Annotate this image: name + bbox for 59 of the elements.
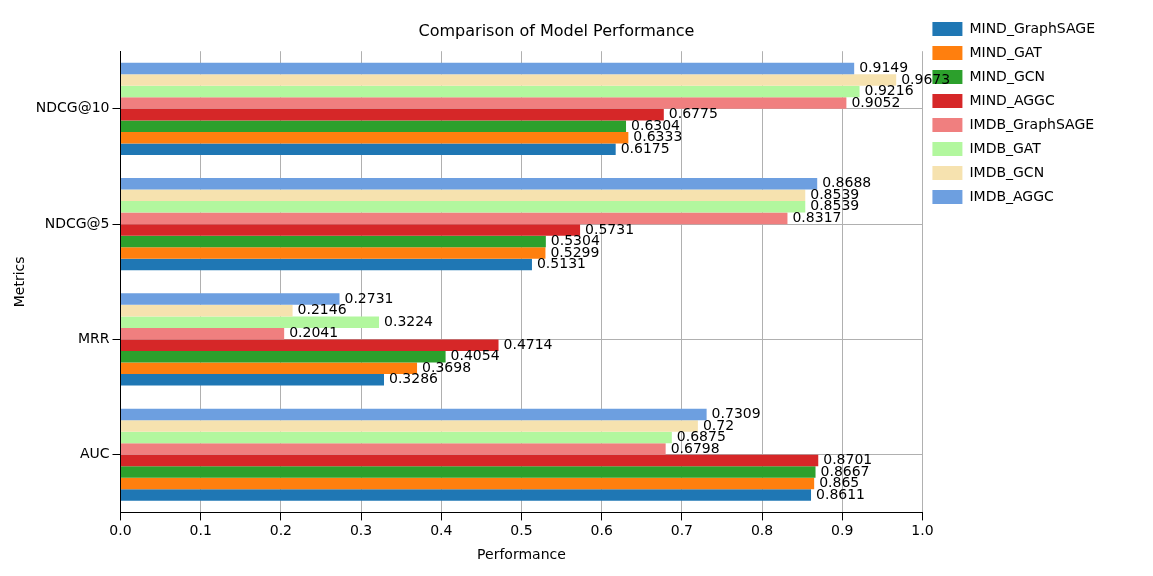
legend-label: MIND_GAT bbox=[969, 43, 1043, 60]
bar bbox=[120, 108, 664, 121]
bar bbox=[120, 443, 666, 455]
x-tick-label: 0.0 bbox=[109, 522, 132, 539]
x-tick-label: 0.9 bbox=[831, 522, 854, 539]
bar bbox=[120, 258, 532, 271]
chart-title: Comparison of Model Performance bbox=[418, 20, 695, 40]
x-tick-label: 0.6 bbox=[590, 522, 613, 539]
legend-label: IMDB_GraphSAGE bbox=[969, 115, 1095, 132]
bar bbox=[120, 201, 806, 213]
data-label: 0.5131 bbox=[536, 255, 586, 272]
y-tick-label: AUC bbox=[79, 445, 110, 462]
bar bbox=[120, 120, 627, 132]
x-tick-label: 0.2 bbox=[269, 522, 293, 539]
x-tick-label: 0.3 bbox=[349, 522, 373, 539]
bar bbox=[120, 189, 806, 202]
x-tick-label: 0.7 bbox=[670, 522, 693, 539]
x-tick-label: 0.4 bbox=[430, 522, 453, 539]
y-tick-label: MRR bbox=[77, 330, 110, 347]
data-label: 0.2041 bbox=[289, 324, 339, 341]
bar bbox=[120, 212, 788, 225]
bar bbox=[120, 350, 446, 363]
y-tick-label: NDCG@10 bbox=[35, 99, 110, 116]
bar bbox=[120, 85, 860, 98]
bar bbox=[120, 327, 285, 340]
bar bbox=[120, 62, 855, 75]
legend-label: IMDB_GAT bbox=[969, 139, 1042, 156]
bar bbox=[120, 431, 672, 444]
bar bbox=[120, 489, 812, 501]
bar bbox=[120, 374, 385, 386]
data-label: 0.3224 bbox=[384, 312, 434, 329]
x-tick-label: 0.1 bbox=[189, 522, 212, 539]
bar bbox=[120, 304, 293, 317]
legend-label: IMDB_AGGC bbox=[969, 187, 1055, 204]
bar bbox=[120, 143, 616, 155]
data-label: 0.2146 bbox=[297, 301, 347, 318]
bar bbox=[120, 97, 847, 109]
x-tick-label: 0.5 bbox=[510, 522, 533, 539]
y-axis-title: Metrics bbox=[11, 256, 28, 308]
bar bbox=[120, 178, 818, 190]
bar bbox=[120, 339, 499, 351]
x-axis-title: Performance bbox=[477, 546, 566, 563]
legend-label: MIND_GraphSAGE bbox=[969, 19, 1095, 36]
bar bbox=[120, 454, 819, 467]
data-label: 0.8317 bbox=[792, 209, 842, 226]
bar bbox=[120, 466, 816, 478]
x-tick-label: 0.8 bbox=[750, 522, 774, 539]
bar bbox=[120, 408, 707, 421]
data-label: 0.4714 bbox=[503, 335, 553, 352]
legend-label: MIND_AGGC bbox=[969, 91, 1055, 108]
legend-label: IMDB_GCN bbox=[969, 163, 1045, 180]
bar bbox=[120, 131, 629, 144]
bar bbox=[120, 235, 546, 248]
y-tick-label: NDCG@5 bbox=[44, 214, 110, 231]
data-label: 0.2731 bbox=[344, 289, 394, 306]
x-tick-label: 1.0 bbox=[911, 522, 934, 539]
bar bbox=[120, 477, 815, 490]
legend-label: MIND_GCN bbox=[969, 67, 1045, 84]
bar bbox=[120, 316, 380, 328]
